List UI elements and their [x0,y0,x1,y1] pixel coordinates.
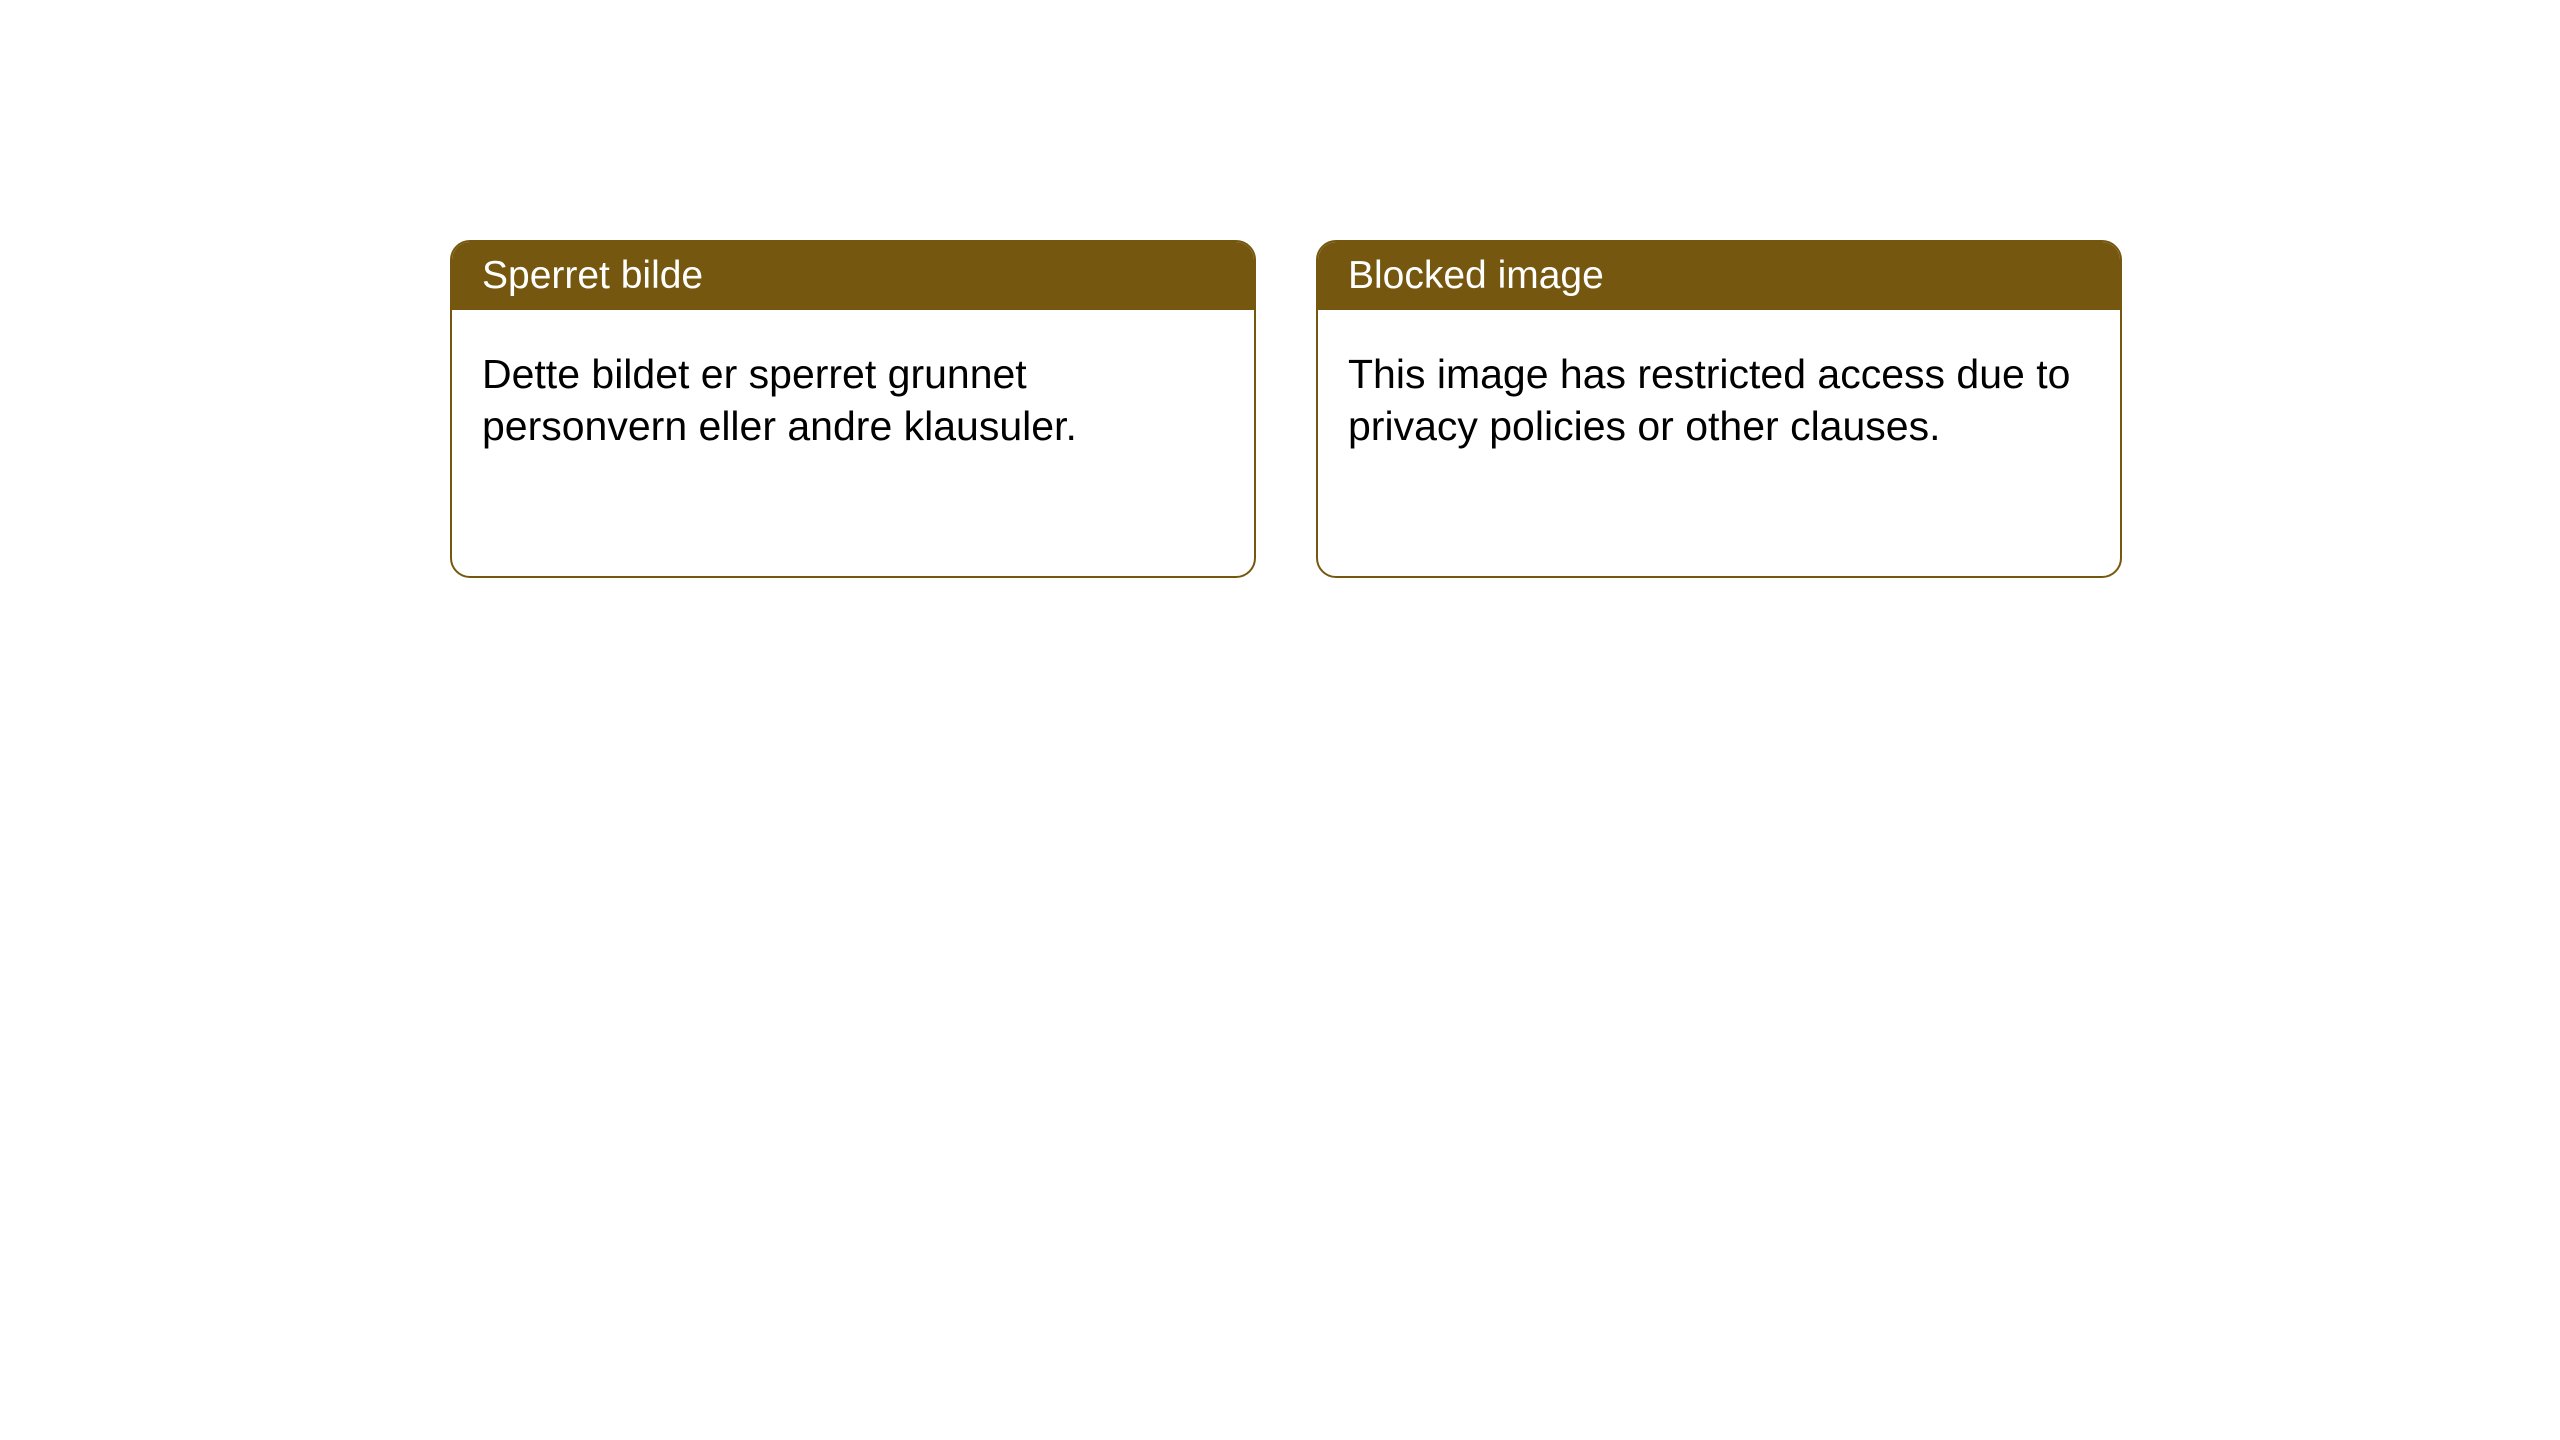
card-header-en: Blocked image [1318,242,2120,310]
card-title: Blocked image [1348,254,1604,297]
notice-container: Sperret bilde Dette bildet er sperret gr… [0,0,2560,578]
card-title: Sperret bilde [482,254,703,297]
card-body-no: Dette bildet er sperret grunnet personve… [452,310,1254,491]
blocked-image-card-no: Sperret bilde Dette bildet er sperret gr… [450,240,1256,578]
card-header-no: Sperret bilde [452,242,1254,310]
card-body-en: This image has restricted access due to … [1318,310,2120,491]
blocked-image-card-en: Blocked image This image has restricted … [1316,240,2122,578]
card-message: This image has restricted access due to … [1348,351,2070,449]
card-message: Dette bildet er sperret grunnet personve… [482,351,1077,449]
